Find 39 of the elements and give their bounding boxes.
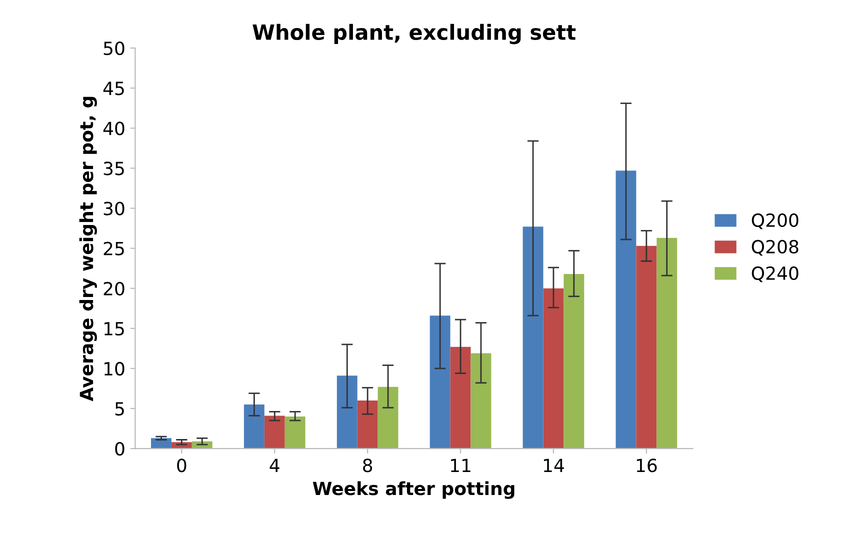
y-tick-label: 15 — [104, 322, 124, 336]
x-tick-label: 0 — [177, 458, 186, 472]
x-tick-label: 14 — [544, 458, 564, 472]
bar — [616, 170, 636, 449]
bar — [543, 288, 564, 449]
x-axis-title: Weeks after potting — [312, 481, 514, 499]
legend-label: Q240 — [752, 266, 798, 282]
x-tick-label: 8 — [363, 458, 372, 472]
x-tick-label: 16 — [636, 458, 657, 472]
y-tick-label: 5 — [115, 402, 124, 416]
y-tick-label: 35 — [104, 162, 124, 176]
y-tick-label: 25 — [104, 242, 124, 256]
y-axis-title: Average dry weight per pot, g — [79, 96, 97, 402]
bar — [636, 246, 657, 449]
chart-title: Whole plant, excluding sett — [252, 24, 576, 44]
bar — [522, 226, 544, 449]
y-tick-label: 10 — [104, 362, 124, 376]
legend-label: Q200 — [752, 213, 798, 230]
bar — [336, 376, 358, 449]
x-tick-label: 4 — [270, 458, 280, 472]
y-tick-label: 40 — [103, 122, 124, 136]
y-tick-label: 45 — [103, 82, 124, 96]
bar — [357, 400, 378, 449]
bar — [284, 416, 306, 449]
x-tick-label: 11 — [451, 458, 470, 472]
y-tick-label: 0 — [115, 442, 124, 456]
y-tick-label: 30 — [104, 202, 124, 216]
bar — [656, 238, 678, 449]
bar — [430, 316, 450, 449]
bar — [470, 353, 492, 449]
bar — [151, 438, 172, 449]
bar — [264, 416, 285, 449]
legend-label: Q208 — [752, 240, 798, 256]
bar — [244, 404, 264, 449]
y-tick-label: 50 — [104, 42, 124, 56]
bar — [564, 274, 584, 449]
bar — [378, 386, 398, 449]
bar — [450, 346, 471, 449]
y-tick-label: 20 — [104, 282, 124, 296]
